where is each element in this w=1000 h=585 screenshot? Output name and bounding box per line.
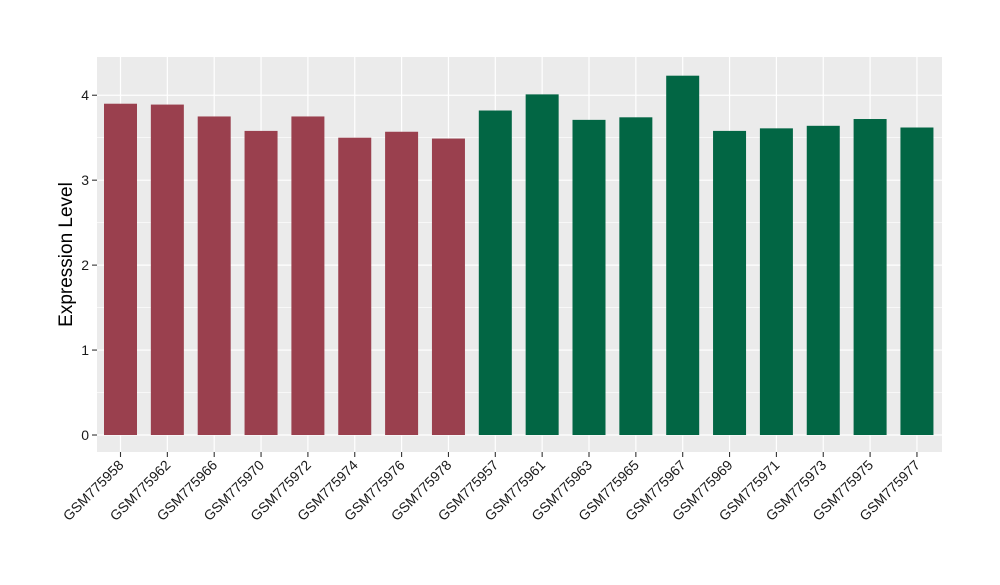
y-tick-label: 4: [81, 87, 89, 103]
bar-GSM775961: [525, 94, 559, 436]
bar-GSM775970: [244, 130, 278, 436]
bar-GSM775973: [806, 125, 840, 436]
y-tick-label: 3: [81, 172, 89, 188]
bar-GSM775975: [853, 119, 887, 436]
bars: [104, 75, 934, 436]
bar-GSM775974: [338, 137, 372, 436]
y-tick-label: 2: [81, 257, 89, 273]
bar-GSM775962: [150, 104, 184, 436]
bar-GSM775978: [431, 138, 465, 436]
bar-GSM775971: [759, 128, 793, 436]
bar-GSM775965: [619, 117, 653, 436]
bar-GSM775969: [713, 130, 747, 436]
bar-GSM775972: [291, 116, 325, 436]
bar-GSM775977: [900, 127, 934, 436]
y-axis-title: Expression Level: [56, 182, 77, 327]
bar-GSM775963: [572, 119, 606, 436]
bar-GSM775967: [666, 75, 700, 436]
bar-GSM775958: [104, 103, 137, 436]
y-axis: 0 1 2 3 4: [81, 87, 97, 443]
y-tick-label: 1: [81, 342, 89, 358]
x-axis: GSM775958GSM775962GSM775966GSM775970GSM7…: [60, 452, 923, 524]
bar-GSM775957: [478, 110, 512, 436]
bar-GSM775966: [197, 116, 231, 436]
bar-GSM775976: [385, 131, 419, 436]
y-tick-label: 0: [81, 427, 89, 443]
plot-panel: [97, 57, 942, 452]
